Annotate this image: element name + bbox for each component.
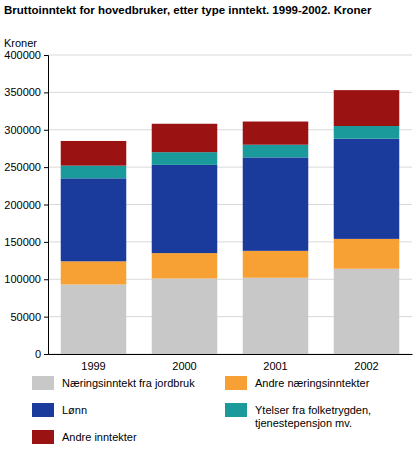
y-axis-line <box>44 56 49 355</box>
title: Bruttoinntekt for hovedbruker, etter typ… <box>4 4 372 16</box>
legend-swatch <box>32 403 54 417</box>
bar <box>152 152 218 165</box>
x-tick-label: 2001 <box>263 360 287 372</box>
legend-label: Næringsinntekt fra jordbruk <box>62 377 195 389</box>
y-tick-label: 200000 <box>4 199 41 211</box>
bar <box>334 126 400 139</box>
legend: Næringsinntekt fra jordbruk Andre nærings… <box>32 376 371 444</box>
bar <box>243 122 309 145</box>
x-tick: 2001 <box>263 354 287 372</box>
legend-swatch <box>225 376 247 390</box>
bar <box>334 139 400 239</box>
bar <box>61 166 127 179</box>
bar <box>152 253 218 278</box>
bar <box>243 278 309 354</box>
legend-swatch <box>225 403 247 417</box>
y-tick-label: 300000 <box>4 124 41 136</box>
y-tick-label: 150000 <box>4 236 41 248</box>
y-tick: 350000 <box>4 86 48 98</box>
bar <box>334 269 400 354</box>
y-tick-mark <box>44 92 48 93</box>
chart: Bruttoinntekt for hovedbruker, etter typ… <box>0 0 418 449</box>
grid-line <box>48 55 412 56</box>
bar <box>152 279 218 354</box>
legend-label: Ytelser fra folketrygden,tjenestepensjon… <box>255 404 371 429</box>
y-tick-mark <box>44 167 48 168</box>
x-tick: 1999 <box>81 354 105 372</box>
y-tick: 100000 <box>4 273 48 285</box>
y-axis: 0 50000 100000 150000 200000 250000 300000 3500… <box>4 49 48 360</box>
y-tick-label: 0 <box>35 348 41 360</box>
y-tick-label: 350000 <box>4 86 41 98</box>
bar <box>61 261 127 284</box>
bar <box>243 157 309 250</box>
legend-label: Andre næringsinntekter <box>255 377 370 389</box>
legend-label: Lønn <box>62 404 87 416</box>
x-tick: 2000 <box>172 354 196 372</box>
y-tick-label: 250000 <box>4 161 41 173</box>
y-tick: 0 <box>35 348 48 360</box>
y-label: Kroner <box>4 37 37 49</box>
y-tick-mark <box>44 55 48 56</box>
y-tick: 300000 <box>4 124 48 136</box>
bars <box>61 90 400 354</box>
y-tick: 400000 <box>4 49 48 61</box>
y-tick-mark <box>44 130 48 131</box>
bar <box>61 284 127 354</box>
legend-swatch <box>32 430 54 444</box>
y-tick-label: 50000 <box>10 311 41 323</box>
x-tick-label: 2002 <box>354 360 378 372</box>
y-tick-label: 100000 <box>4 273 41 285</box>
x-tick-label: 2000 <box>172 360 196 372</box>
y-tick: 50000 <box>10 311 48 323</box>
y-tick-mark <box>44 354 48 355</box>
bar <box>152 124 218 152</box>
x-axis-line <box>49 354 413 355</box>
legend-label: Andre inntekter <box>62 431 137 443</box>
bar <box>334 239 400 269</box>
x-tick-label: 1999 <box>81 360 105 372</box>
bar <box>243 145 309 158</box>
y-tick-mark <box>44 317 48 318</box>
y-tick-label: 400000 <box>4 49 41 61</box>
bar <box>152 165 218 253</box>
bar <box>61 178 127 261</box>
bar <box>61 141 127 166</box>
bar <box>243 251 309 278</box>
bar <box>334 90 400 126</box>
legend-swatch <box>32 376 54 390</box>
y-tick: 200000 <box>4 199 48 211</box>
y-tick-mark <box>44 279 48 280</box>
x-tick: 2002 <box>354 354 378 372</box>
y-tick: 150000 <box>4 236 48 248</box>
y-tick-mark <box>44 205 48 206</box>
x-axis: 1999 2000 2001 2002 <box>49 354 413 372</box>
y-tick: 250000 <box>4 161 48 173</box>
y-tick-mark <box>44 242 48 243</box>
